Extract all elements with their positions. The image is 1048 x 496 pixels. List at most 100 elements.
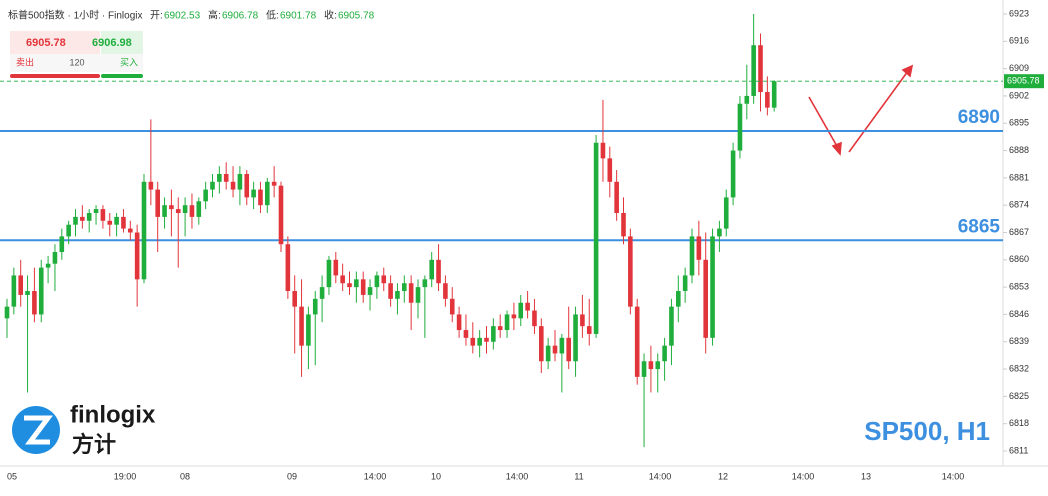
candle-body [18, 275, 23, 295]
candle-body [114, 216, 119, 225]
candle-body [648, 361, 654, 370]
x-tick-label: 08 [180, 471, 190, 481]
candle-body [223, 173, 229, 182]
current-price-label: 6905.78 [1007, 76, 1040, 86]
candle-body [395, 291, 400, 299]
candle-body [408, 283, 414, 303]
candle-body [449, 298, 455, 315]
logo-mark [24, 415, 53, 445]
y-tick-label: 6923 [1009, 8, 1029, 18]
candle-body [751, 45, 756, 96]
arrow-head [901, 64, 914, 78]
header: 标普500指数 · 1小时 · Finlogix 开: 6902.53 高: 6906… [8, 9, 375, 22]
candle-body [477, 337, 482, 346]
candle-body [59, 236, 65, 253]
candle-body [312, 298, 318, 315]
current-price-box [1004, 74, 1044, 89]
ohlc-label: 开: [150, 11, 163, 22]
candle-body [765, 92, 770, 108]
x-tick-label: 05 [7, 471, 17, 481]
candle-body [169, 205, 174, 210]
y-tick-label: 6895 [1009, 118, 1029, 128]
candle-body [744, 95, 750, 104]
ohlc-value: 6901.78 [280, 11, 317, 22]
candle-body [402, 283, 407, 292]
candle-body [662, 345, 667, 362]
panel-row [10, 54, 143, 72]
candle-body [689, 236, 695, 276]
x-tick-label: 14:00 [506, 471, 529, 481]
candle-body [388, 283, 393, 299]
candle-body [306, 314, 311, 346]
candle-body [607, 158, 613, 182]
candle-body [614, 181, 619, 213]
candle-body [703, 259, 708, 338]
logo-name: finlogix [70, 401, 156, 428]
candle-body [374, 275, 380, 288]
y-tick-label: 6818 [1009, 418, 1029, 428]
ohlc-label: 高: [208, 9, 221, 22]
buy-box [101, 31, 143, 54]
candle-body [265, 181, 270, 206]
order-panel: 6905.78 6906.98 卖出 120 买入 [10, 31, 143, 78]
x-tick-label: 14:00 [364, 471, 387, 481]
candle-body [134, 232, 140, 280]
candle-body [354, 279, 359, 288]
arrow-up [848, 70, 909, 153]
candle-body [107, 220, 113, 225]
candle-body [278, 185, 284, 245]
candle-body [573, 314, 578, 362]
x-tick-label: 14:00 [792, 471, 815, 481]
candle-body [737, 103, 743, 151]
candle-body [593, 142, 599, 334]
candle-body [86, 212, 92, 221]
y-tick-label: 6888 [1009, 145, 1029, 155]
candle-body [422, 279, 428, 288]
candle-body [470, 337, 476, 346]
candle-body [504, 314, 510, 331]
candle-body [217, 173, 222, 182]
candle-body [292, 291, 297, 307]
candle-body [128, 228, 133, 233]
y-tick-label: 6846 [1009, 309, 1029, 319]
sell-price[interactable]: 6905.78 [26, 37, 66, 49]
y-tick-label: 6839 [1009, 336, 1029, 346]
candle-body [545, 345, 551, 362]
candle-body [38, 267, 44, 315]
candle-body [196, 201, 202, 217]
sell-box [10, 31, 100, 54]
candle-body [32, 291, 37, 315]
x-tick-label: 13 [861, 471, 871, 481]
buy-price[interactable]: 6906.98 [92, 37, 132, 49]
quantity[interactable]: 120 [69, 57, 84, 67]
arrow-down [808, 96, 839, 149]
candle-body [463, 330, 469, 338]
candle-body [52, 252, 58, 264]
candle-body [586, 326, 592, 334]
sell-label[interactable]: 卖出 [16, 56, 34, 67]
candle-body [11, 275, 17, 307]
candle-body [641, 361, 647, 377]
x-tick-label: 19:00 [114, 471, 137, 481]
candle-body [203, 189, 208, 202]
candle-body [66, 224, 71, 237]
candle-body [367, 287, 373, 295]
candle-body [182, 205, 188, 213]
candle-body [326, 259, 332, 288]
candle-body [175, 209, 181, 213]
buy-label[interactable]: 买入 [120, 57, 138, 67]
candle-body [340, 275, 345, 284]
candle-body [319, 287, 325, 299]
candle-body [100, 209, 106, 221]
candle-body [80, 216, 85, 221]
candle-body [162, 205, 167, 217]
candle-body [436, 259, 441, 284]
candle-body [621, 212, 626, 237]
candle-body [285, 244, 291, 292]
level-label: 6890 [958, 107, 1000, 128]
candle-body [251, 189, 256, 198]
header-title: 标普500指数 · 1小时 · Finlogix [8, 9, 142, 22]
y-tick-label: 6811 [1009, 445, 1028, 455]
